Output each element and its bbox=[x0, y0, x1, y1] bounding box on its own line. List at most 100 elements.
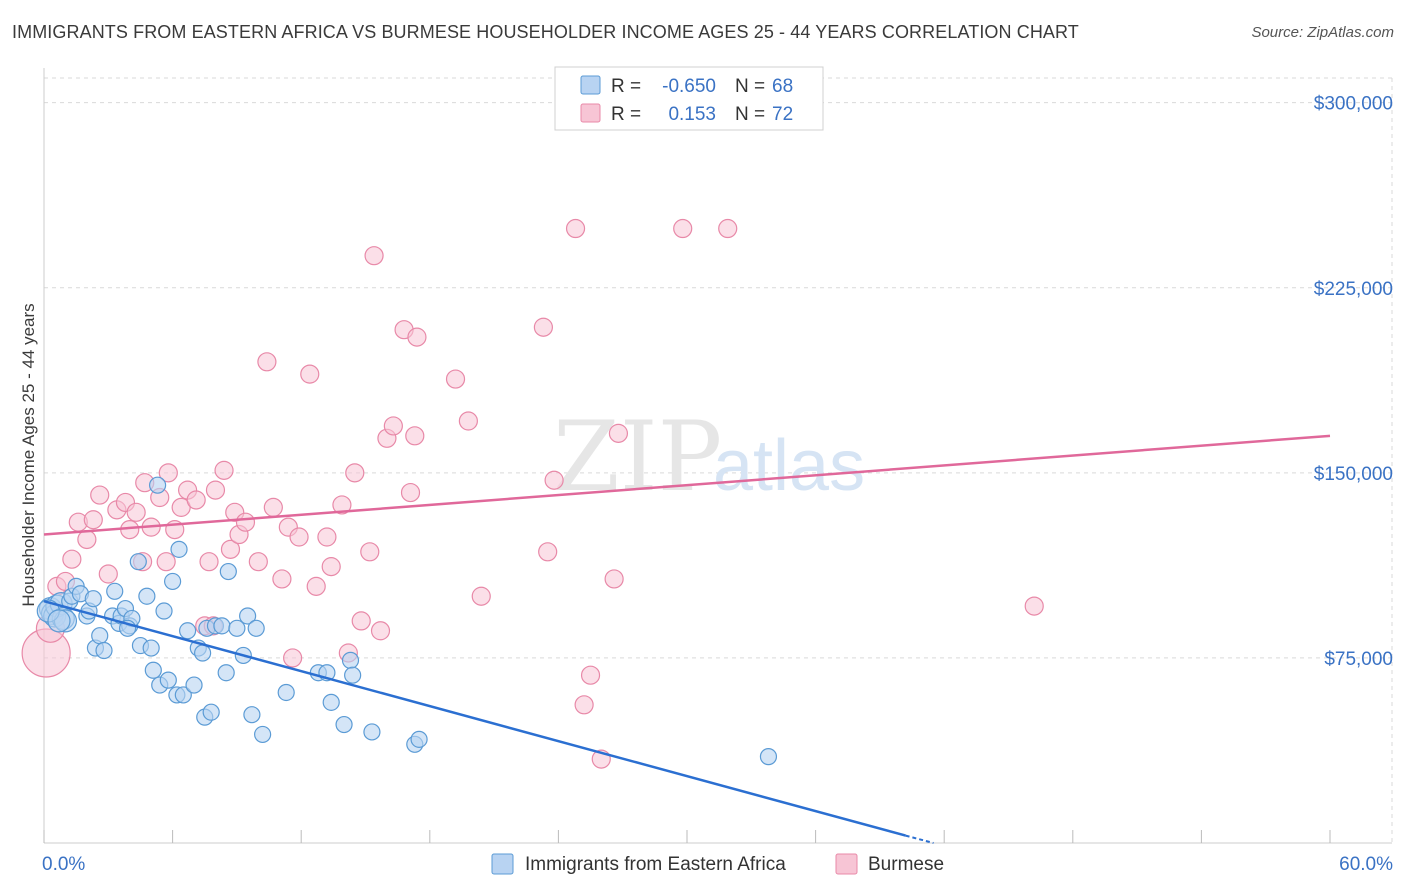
eastern-africa-point bbox=[202, 703, 220, 721]
series-legend-label-pink: Burmese bbox=[868, 854, 944, 875]
burmese-point bbox=[257, 352, 277, 372]
eastern-africa-point bbox=[142, 639, 160, 657]
legend-n-label-1: N = bbox=[735, 76, 765, 97]
y-tick-labels: $75,000 $150,000 $225,000 $300,000 bbox=[1314, 94, 1393, 670]
eastern-africa-point bbox=[277, 683, 295, 702]
eastern-africa-point bbox=[410, 730, 428, 748]
burmese-point bbox=[400, 482, 421, 503]
burmese-point bbox=[205, 480, 226, 500]
burmese-point bbox=[604, 569, 624, 589]
burmese-point bbox=[248, 552, 268, 572]
burmese-point bbox=[321, 557, 341, 577]
eastern-africa-point bbox=[341, 651, 360, 669]
burmese-point bbox=[289, 527, 309, 547]
watermark: ZIP atlas bbox=[553, 401, 865, 513]
eastern-africa-point bbox=[144, 661, 162, 679]
burmese-point bbox=[317, 527, 337, 547]
x-tick-labels: 0.0% 60.0% bbox=[42, 854, 1393, 875]
legend-n-value-1: 68 bbox=[772, 76, 793, 97]
eastern-africa-point bbox=[344, 666, 362, 684]
burmese-point bbox=[565, 218, 586, 239]
stats-legend: R = -0.650 N = 68 R = 0.153 N = 72 bbox=[554, 66, 824, 131]
burmese-point bbox=[300, 364, 320, 384]
eastern-africa-point bbox=[155, 602, 173, 620]
burmese-point bbox=[306, 576, 326, 596]
burmese-point bbox=[77, 529, 97, 550]
burmese-point bbox=[199, 552, 219, 572]
x-tick-label-start: 0.0% bbox=[42, 854, 85, 875]
eastern-africa-point bbox=[95, 641, 113, 660]
eastern-africa-trend-line bbox=[43, 599, 906, 837]
legend-r-value-1: -0.650 bbox=[662, 76, 716, 97]
chart-title: IMMIGRANTS FROM EASTERN AFRICA VS BURMES… bbox=[12, 22, 1079, 42]
eastern-africa-point bbox=[138, 587, 156, 605]
burmese-point bbox=[156, 552, 176, 572]
legend-r-label-1: R = bbox=[611, 76, 641, 97]
burmese-point bbox=[220, 539, 241, 559]
eastern-africa-point bbox=[243, 706, 261, 724]
burmese-point bbox=[544, 470, 564, 490]
burmese-point bbox=[235, 512, 256, 532]
burmese-point bbox=[345, 463, 365, 483]
eastern-africa-point bbox=[159, 671, 177, 689]
burmese-point bbox=[608, 423, 629, 443]
eastern-africa-point bbox=[47, 609, 71, 633]
watermark-atlas: atlas bbox=[713, 426, 865, 506]
burmese-point bbox=[407, 327, 427, 347]
burmese-point bbox=[471, 586, 491, 606]
burmese-point bbox=[83, 510, 103, 530]
eastern-africa-point bbox=[179, 622, 197, 640]
burmese-point bbox=[351, 611, 371, 631]
burmese-point bbox=[283, 648, 303, 668]
eastern-africa-point bbox=[239, 607, 257, 625]
burmese-point bbox=[445, 369, 466, 389]
series-legend-label-blue: Immigrants from Eastern Africa bbox=[525, 854, 786, 875]
burmese-point bbox=[272, 569, 292, 589]
eastern-africa-point bbox=[194, 644, 212, 662]
y-axis-label: Householder Income Ages 25 - 44 years bbox=[19, 303, 38, 606]
burmese-point bbox=[538, 542, 558, 562]
series-legend: Immigrants from Eastern Africa Burmese bbox=[491, 853, 944, 875]
burmese-point bbox=[673, 218, 693, 239]
y-tick-label-1: $150,000 bbox=[1314, 464, 1393, 485]
series-legend-swatch-pink bbox=[835, 853, 858, 875]
burmese-point bbox=[718, 218, 738, 239]
eastern-africa-point bbox=[213, 617, 231, 635]
x-tick-label-end: 60.0% bbox=[1339, 854, 1393, 875]
eastern-africa-point bbox=[91, 627, 109, 645]
source-label: Source: ZipAtlas.com bbox=[1251, 24, 1394, 41]
burmese-point bbox=[574, 695, 594, 715]
eastern-africa-point bbox=[170, 540, 188, 558]
eastern-africa-point bbox=[217, 664, 235, 682]
burmese-point bbox=[533, 317, 553, 337]
burmese-point bbox=[405, 426, 425, 446]
eastern-africa-point bbox=[185, 676, 203, 694]
burmese-point bbox=[580, 665, 601, 685]
eastern-africa-point bbox=[84, 590, 102, 608]
eastern-africa-point bbox=[322, 693, 340, 711]
eastern-africa-point bbox=[363, 723, 381, 741]
burmese-points bbox=[21, 218, 1044, 769]
burmese-point bbox=[1024, 596, 1044, 616]
burmese-point bbox=[62, 549, 82, 569]
y-tick-label-2: $225,000 bbox=[1314, 279, 1393, 300]
burmese-point bbox=[364, 246, 384, 266]
eastern-africa-point bbox=[247, 619, 265, 637]
burmese-point bbox=[458, 411, 478, 431]
legend-r-label-2: R = bbox=[611, 104, 641, 125]
eastern-africa-point bbox=[254, 725, 272, 744]
eastern-africa-point bbox=[219, 562, 237, 581]
legend-r-value-2: 0.153 bbox=[668, 104, 716, 125]
burmese-point bbox=[186, 490, 206, 510]
eastern-africa-points bbox=[36, 476, 778, 766]
trend-lines bbox=[43, 434, 1331, 844]
burmese-point bbox=[90, 485, 110, 505]
axes bbox=[43, 68, 1392, 844]
legend-n-label-2: N = bbox=[735, 104, 765, 125]
burmese-point bbox=[332, 495, 352, 515]
legend-swatch-pink bbox=[580, 103, 601, 123]
burmese-trend-line bbox=[43, 434, 1331, 536]
watermark-zip: ZIP bbox=[553, 401, 722, 513]
burmese-point bbox=[383, 416, 403, 436]
